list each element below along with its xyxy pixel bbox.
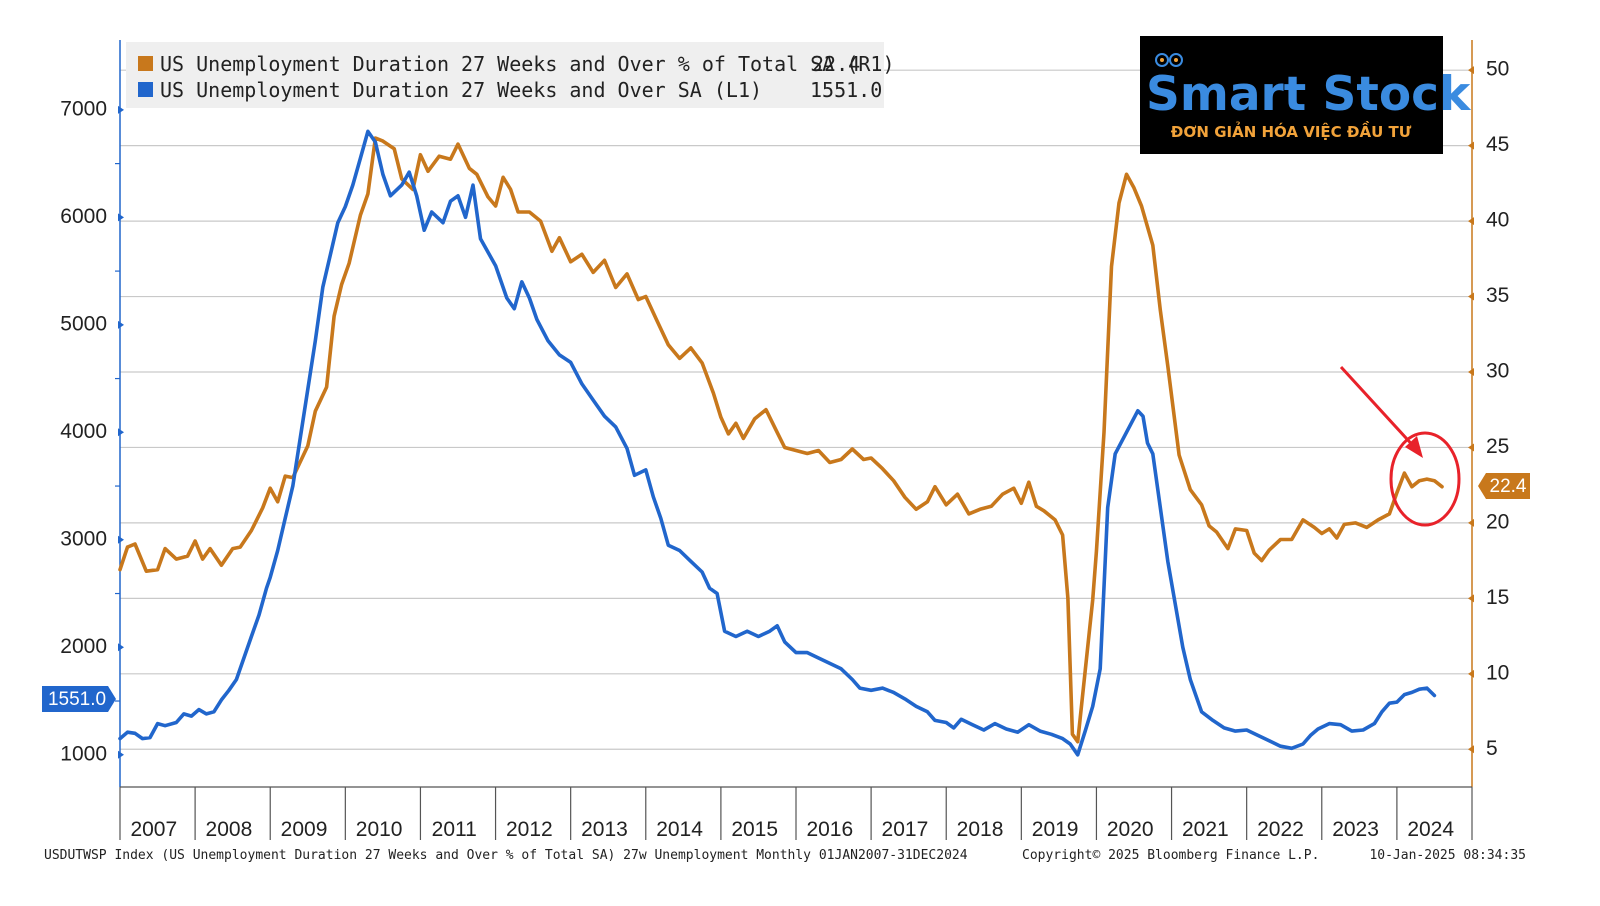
legend-swatch-r1 xyxy=(138,56,153,71)
right-tick-mark-50 xyxy=(1468,66,1474,75)
gridlines xyxy=(120,69,1472,750)
right-tick-mark-5 xyxy=(1468,745,1474,754)
legend-value-l1: 1551.0 xyxy=(810,78,882,102)
x-tick-label-2014: 2014 xyxy=(656,818,703,841)
x-tick-label-2013: 2013 xyxy=(581,818,628,841)
left-last-value-badge: 1551.0 xyxy=(42,686,116,712)
x-tick-label-2020: 2020 xyxy=(1107,818,1154,841)
x-tick-label-2010: 2010 xyxy=(356,818,403,841)
legend-background xyxy=(126,42,884,108)
legend-label-r1: US Unemployment Duration 27 Weeks and Ov… xyxy=(160,52,895,76)
legend-label-l1: US Unemployment Duration 27 Weeks and Ov… xyxy=(160,78,762,102)
left-tick-mark-3000 xyxy=(118,535,124,544)
x-tick-label-2011: 2011 xyxy=(432,818,477,841)
footer-timestamp: 10-Jan-2025 08:34:35 xyxy=(1369,848,1526,863)
right-tick-label-35: 35 xyxy=(1486,284,1509,307)
right-tick-label-20: 20 xyxy=(1486,510,1509,533)
legend-value-r1: 22.4 xyxy=(812,52,860,76)
right-tick-label-40: 40 xyxy=(1486,209,1509,232)
right-tick-mark-45 xyxy=(1468,141,1474,150)
smart-stock-logo: Smart Stock ĐƠN GIẢN HÓA VIỆC ĐẦU TƯ xyxy=(1140,36,1472,154)
annotation-highlight xyxy=(1339,365,1461,527)
right-tick-mark-25 xyxy=(1468,443,1474,452)
footer-copyright: Copyright© 2025 Bloomberg Finance L.P. xyxy=(1022,848,1319,863)
x-tick-label-2015: 2015 xyxy=(731,818,778,841)
right-tick-label-45: 45 xyxy=(1486,133,1509,156)
left-axis: 1000 2000 3000 4000 5000 6000 7000 xyxy=(60,97,124,765)
right-tick-mark-35 xyxy=(1468,292,1474,301)
right-badge-text: 22.4 xyxy=(1490,476,1527,497)
x-tick-label-2023: 2023 xyxy=(1332,818,1379,841)
right-tick-label-5: 5 xyxy=(1486,737,1498,760)
x-tick-label-2009: 2009 xyxy=(281,818,328,841)
left-tick-mark-7000 xyxy=(118,105,124,114)
right-tick-mark-20 xyxy=(1468,518,1474,527)
x-tick-label-2016: 2016 xyxy=(806,818,853,841)
left-tick-label-1000: 1000 xyxy=(60,742,107,765)
x-axis: 2007 2008 2009 2010 2011 2012 2013 2014 2015 2016… xyxy=(119,787,1473,841)
right-tick-mark-30 xyxy=(1468,368,1474,376)
x-tick-label-2007: 2007 xyxy=(130,818,177,841)
x-tick-label-2018: 2018 xyxy=(957,818,1004,841)
left-tick-mark-1000 xyxy=(118,750,124,759)
right-tick-label-15: 15 xyxy=(1486,586,1509,609)
series-line-l1 xyxy=(118,129,1437,757)
left-tick-mark-2000 xyxy=(118,643,124,652)
right-tick-label-50: 50 xyxy=(1486,58,1509,81)
x-tick-label-2017: 2017 xyxy=(882,818,929,841)
right-last-value-badge: 22.4 xyxy=(1478,473,1530,499)
left-tick-label-5000: 5000 xyxy=(60,312,107,335)
left-tick-label-2000: 2000 xyxy=(60,635,107,658)
legend-swatch-l1 xyxy=(138,82,153,97)
annotation-arrowhead xyxy=(1405,436,1423,458)
left-tick-label-6000: 6000 xyxy=(60,205,107,228)
x-tick-label-2024: 2024 xyxy=(1407,818,1454,841)
right-tick-label-30: 30 xyxy=(1486,360,1509,383)
left-tick-label-7000: 7000 xyxy=(60,97,107,120)
left-tick-mark-5000 xyxy=(118,320,124,329)
left-tick-mark-6000 xyxy=(118,213,124,222)
logo-title: Smart Stock xyxy=(1146,67,1472,122)
series-line-r1 xyxy=(118,136,1444,744)
logo-background xyxy=(1140,36,1443,154)
x-tick-label-2019: 2019 xyxy=(1032,818,1079,841)
right-axis: 5 10 15 20 25 30 35 40 45 50 xyxy=(1468,58,1509,760)
owl-icon xyxy=(1155,53,1183,67)
left-tick-label-3000: 3000 xyxy=(60,527,107,550)
footer-index-description: USDUTWSP Index (US Unemployment Duration… xyxy=(44,848,968,863)
x-tick-label-2022: 2022 xyxy=(1257,818,1304,841)
logo-subtitle: ĐƠN GIẢN HÓA VIỆC ĐẦU TƯ xyxy=(1171,120,1412,141)
annotation-circle xyxy=(1389,431,1461,527)
series-lines xyxy=(118,129,1444,757)
annotation-arrow-shaft xyxy=(1339,365,1419,452)
right-tick-mark-10 xyxy=(1468,669,1474,678)
left-tick-mark-4000 xyxy=(118,428,124,437)
right-tick-label-25: 25 xyxy=(1486,435,1509,458)
right-tick-mark-40 xyxy=(1468,217,1474,226)
right-tick-mark-15 xyxy=(1468,594,1474,603)
x-tick-label-2008: 2008 xyxy=(206,818,253,841)
legend: US Unemployment Duration 27 Weeks and Ov… xyxy=(126,42,895,108)
right-tick-label-10: 10 xyxy=(1486,661,1509,684)
x-tick-label-2012: 2012 xyxy=(506,818,553,841)
left-badge-text: 1551.0 xyxy=(48,689,106,710)
x-tick-label-2021: 2021 xyxy=(1182,818,1229,841)
left-tick-label-4000: 4000 xyxy=(60,420,107,443)
